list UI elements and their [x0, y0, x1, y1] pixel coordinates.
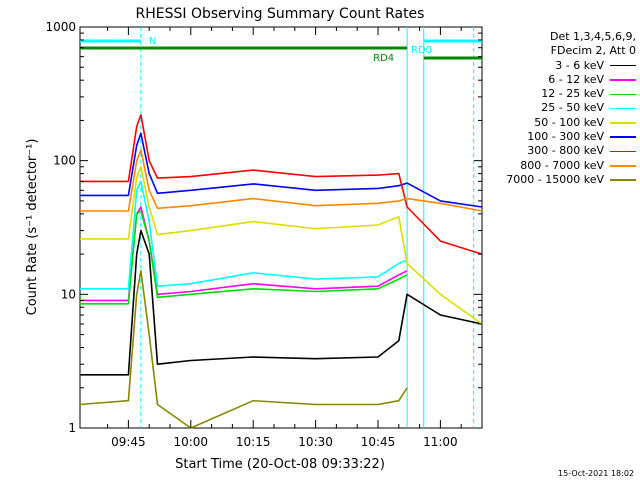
- overlay-markers: N RD0 RD4: [80, 27, 482, 428]
- legend: Det 1,3,4,5,6,9, FDecim 2, Att 0 3 - 6 k…: [482, 30, 636, 187]
- legend-entry: 6 - 12 keV: [482, 73, 636, 87]
- legend-swatch: [610, 179, 636, 181]
- legend-swatch: [610, 165, 636, 167]
- legend-entry-label: 3 - 6 keV: [555, 58, 604, 72]
- annotation-rd4: RD4: [373, 53, 394, 64]
- series-line-0: [80, 229, 483, 376]
- legend-entry: 12 - 25 keV: [482, 87, 636, 101]
- y-axis-label: Count Rate (s⁻¹ detector⁻¹): [25, 139, 40, 316]
- legend-entry-label: 25 - 50 keV: [541, 101, 604, 115]
- legend-entry: 300 - 800 keV: [482, 144, 636, 158]
- legend-header-line-1: Det 1,3,4,5,6,9,: [549, 30, 636, 43]
- y-tick-label-2: 100: [53, 154, 76, 168]
- legend-entry: 50 - 100 keV: [482, 116, 636, 130]
- legend-swatch: [610, 150, 636, 153]
- legend-entry-label: 7000 - 15000 keV: [506, 172, 604, 186]
- footer-timestamp: 15-Oct-2021 18:02: [558, 469, 634, 478]
- series-line-3: [80, 180, 408, 290]
- y-tick-label-3: 1000: [45, 20, 76, 34]
- legend-entry: 7000 - 15000 keV: [482, 173, 636, 187]
- legend-swatch: [610, 79, 636, 81]
- legend-entry: 3 - 6 keV: [482, 59, 636, 73]
- series-layer: [79, 114, 483, 429]
- legend-entries: 3 - 6 keV 6 - 12 keV 12 - 25 keV 25 - 50 ke…: [482, 59, 636, 188]
- legend-entry-label: 300 - 800 keV: [527, 144, 604, 158]
- legend-entry: 800 - 7000 keV: [482, 159, 636, 173]
- series-line-5: [80, 132, 483, 208]
- axes-layer: 1 10 100 1000 09:45 10:00 10:15 10:30 10:45 11:00: [45, 20, 483, 449]
- annotation-n: N: [149, 36, 156, 47]
- x-tick-label-0: 09:45: [111, 435, 146, 449]
- legend-swatch: [610, 122, 636, 124]
- x-axis-label: Start Time (20-Oct-08 09:33:22): [175, 457, 385, 472]
- annotation-rd0: RD0: [411, 45, 432, 56]
- series-line-4: [80, 166, 483, 325]
- series-line-6: [80, 114, 483, 255]
- y-tick-label-0: 1: [68, 421, 76, 435]
- chart-title: RHESSI Observing Summary Count Rates: [136, 6, 425, 22]
- legend-header-line-2: FDecim 2, Att 0: [550, 44, 636, 58]
- plot-frame: [79, 26, 483, 429]
- legend-swatch: [610, 93, 636, 96]
- legend-entry-label: 50 - 100 keV: [534, 115, 604, 129]
- legend-entry-label: 800 - 7000 keV: [520, 158, 604, 172]
- x-tick-label-5: 11:00: [423, 435, 458, 449]
- legend-entry: 100 - 300 keV: [482, 130, 636, 144]
- x-tick-label-4: 10:45: [361, 435, 396, 449]
- x-tick-label-2: 10:15: [236, 435, 271, 449]
- y-tick-label-1: 10: [61, 287, 76, 301]
- series-line-2: [80, 210, 408, 305]
- legend-swatch: [610, 107, 636, 110]
- series-line-7: [80, 149, 483, 212]
- legend-swatch: [610, 136, 636, 138]
- x-tick-label-1: 10:00: [173, 435, 208, 449]
- legend-entry: 25 - 50 keV: [482, 101, 636, 115]
- x-tick-label-3: 10:30: [298, 435, 333, 449]
- legend-entry-label: 100 - 300 keV: [527, 130, 604, 144]
- series-line-8: [79, 269, 408, 429]
- legend-entry-label: 6 - 12 keV: [548, 72, 604, 86]
- legend-entry-label: 12 - 25 keV: [541, 87, 604, 101]
- legend-swatch: [610, 64, 636, 67]
